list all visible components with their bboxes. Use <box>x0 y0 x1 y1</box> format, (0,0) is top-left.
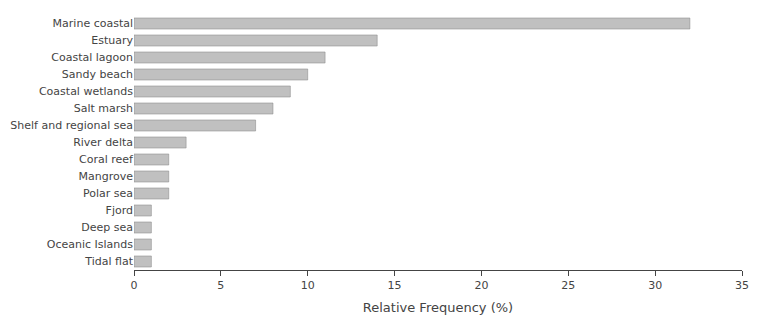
svg-text:5: 5 <box>217 279 224 292</box>
svg-text:River delta: River delta <box>73 136 133 149</box>
svg-text:Shelf and regional sea: Shelf and regional sea <box>10 119 133 132</box>
svg-text:Fjord: Fjord <box>106 204 133 217</box>
svg-text:25: 25 <box>561 279 575 292</box>
svg-text:Deep sea: Deep sea <box>81 221 133 234</box>
svg-text:20: 20 <box>474 279 488 292</box>
svg-text:Mangrove: Mangrove <box>79 170 134 183</box>
svg-text:Oceanic Islands: Oceanic Islands <box>47 238 134 251</box>
svg-text:Tidal flat: Tidal flat <box>84 255 133 268</box>
svg-text:35: 35 <box>735 279 749 292</box>
svg-text:Sandy beach: Sandy beach <box>62 68 133 81</box>
svg-text:Salt marsh: Salt marsh <box>74 102 133 115</box>
svg-text:0: 0 <box>131 279 138 292</box>
svg-text:30: 30 <box>648 279 662 292</box>
svg-text:15: 15 <box>388 279 402 292</box>
svg-text:Coastal wetlands: Coastal wetlands <box>39 85 133 98</box>
svg-text:Relative Frequency (%): Relative Frequency (%) <box>363 300 513 315</box>
svg-text:Marine coastal: Marine coastal <box>53 17 133 30</box>
svg-text:Estuary: Estuary <box>91 34 133 47</box>
svg-text:Coastal lagoon: Coastal lagoon <box>51 51 133 64</box>
svg-text:Coral reef: Coral reef <box>79 153 134 166</box>
svg-text:10: 10 <box>301 279 315 292</box>
svg-text:Polar sea: Polar sea <box>83 187 133 200</box>
